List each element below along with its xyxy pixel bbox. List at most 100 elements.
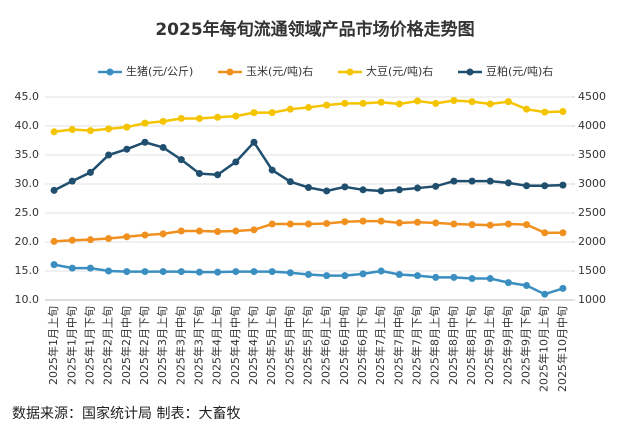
point (50, 186, 58, 194)
x-tick-label: 2025年6月中旬 (337, 306, 351, 385)
point (86, 264, 94, 272)
point (504, 98, 512, 106)
point (468, 221, 476, 229)
point (523, 282, 531, 289)
point (286, 269, 294, 277)
point (214, 113, 222, 121)
point (123, 123, 131, 131)
point (559, 108, 567, 115)
point (468, 177, 476, 185)
chart-title: 2025年每旬流通领域产品市场价格走势图 (155, 19, 474, 40)
point (86, 127, 94, 135)
point (68, 125, 76, 133)
point (232, 227, 240, 235)
point (195, 227, 203, 235)
point (123, 145, 131, 153)
point (214, 268, 222, 276)
point (541, 290, 549, 298)
point (323, 272, 331, 280)
point (141, 231, 149, 239)
point (250, 109, 258, 117)
legend-marker (466, 68, 474, 76)
point (323, 101, 331, 109)
point (432, 182, 440, 190)
series-line (53, 263, 564, 296)
x-tick-label: 2025年1月下旬 (82, 306, 96, 385)
point (468, 98, 476, 106)
x-tick-label: 2025年3月中旬 (173, 306, 187, 385)
y-tick-label: 45.0 (15, 90, 40, 103)
point (195, 114, 203, 122)
y-tick-label: 35.0 (15, 148, 40, 161)
x-tick-label: 2025年6月下旬 (355, 306, 369, 385)
y2-tick-label: 2500 (578, 206, 606, 219)
point (523, 105, 531, 113)
point (250, 226, 258, 234)
x-tick-label: 2025年7月下旬 (410, 306, 424, 385)
point (486, 221, 494, 229)
x-tick-label: 2025年5月中旬 (282, 306, 296, 385)
point (559, 229, 567, 237)
x-tick-label: 2025年1月中旬 (64, 306, 78, 385)
y-tick-label: 10.0 (15, 293, 40, 306)
x-tick-label: 2025年9月中旬 (500, 306, 514, 385)
x-tick-label: 2025年9月下旬 (519, 306, 533, 385)
point (214, 171, 222, 179)
point (541, 229, 549, 237)
source-note: 数据来源：国家统计局 制表：大畜牧 (12, 405, 240, 422)
legend-marker (106, 68, 114, 76)
point (68, 177, 76, 185)
point (323, 219, 331, 227)
x-tick-label: 2025年10月上旬 (537, 306, 551, 392)
point (250, 268, 258, 276)
point (504, 279, 512, 287)
point (286, 105, 294, 113)
point (541, 108, 549, 116)
y2-tick-label: 4500 (578, 90, 606, 103)
x-tick-label: 2025年3月下旬 (191, 306, 205, 385)
point (395, 100, 403, 108)
point (141, 138, 149, 146)
point (141, 119, 149, 127)
point (414, 97, 422, 105)
point (341, 272, 349, 280)
point (359, 270, 367, 278)
y-tick-label: 20.0 (15, 235, 40, 248)
legend-label: 豆粕(元/吨)右 (486, 64, 553, 78)
point (486, 275, 494, 283)
point (359, 99, 367, 107)
point (232, 268, 240, 276)
point (395, 270, 403, 278)
x-tick-label: 2025年8月中旬 (446, 306, 460, 385)
point (341, 99, 349, 107)
point (232, 112, 240, 120)
point (523, 221, 531, 229)
point (159, 117, 167, 125)
y-tick-label: 25.0 (15, 206, 40, 219)
point (141, 268, 149, 276)
point (159, 230, 167, 238)
point (105, 151, 113, 159)
point (50, 237, 58, 245)
x-tick-label: 2025年2月上旬 (101, 306, 115, 385)
point (377, 98, 385, 106)
x-tick-label: 2025年4月下旬 (246, 306, 260, 385)
point (305, 183, 312, 191)
point (195, 268, 203, 276)
point (432, 99, 440, 107)
point (86, 168, 94, 176)
point (268, 166, 276, 174)
point (286, 178, 294, 186)
point (395, 219, 403, 227)
point (559, 284, 567, 292)
point (541, 182, 549, 190)
point (377, 267, 385, 275)
point (305, 103, 312, 111)
point (341, 183, 349, 191)
point (341, 218, 349, 226)
point (323, 187, 331, 195)
point (486, 100, 494, 108)
point (123, 233, 131, 241)
x-tick-label: 2025年1月上旬 (46, 306, 60, 385)
point (450, 220, 458, 228)
